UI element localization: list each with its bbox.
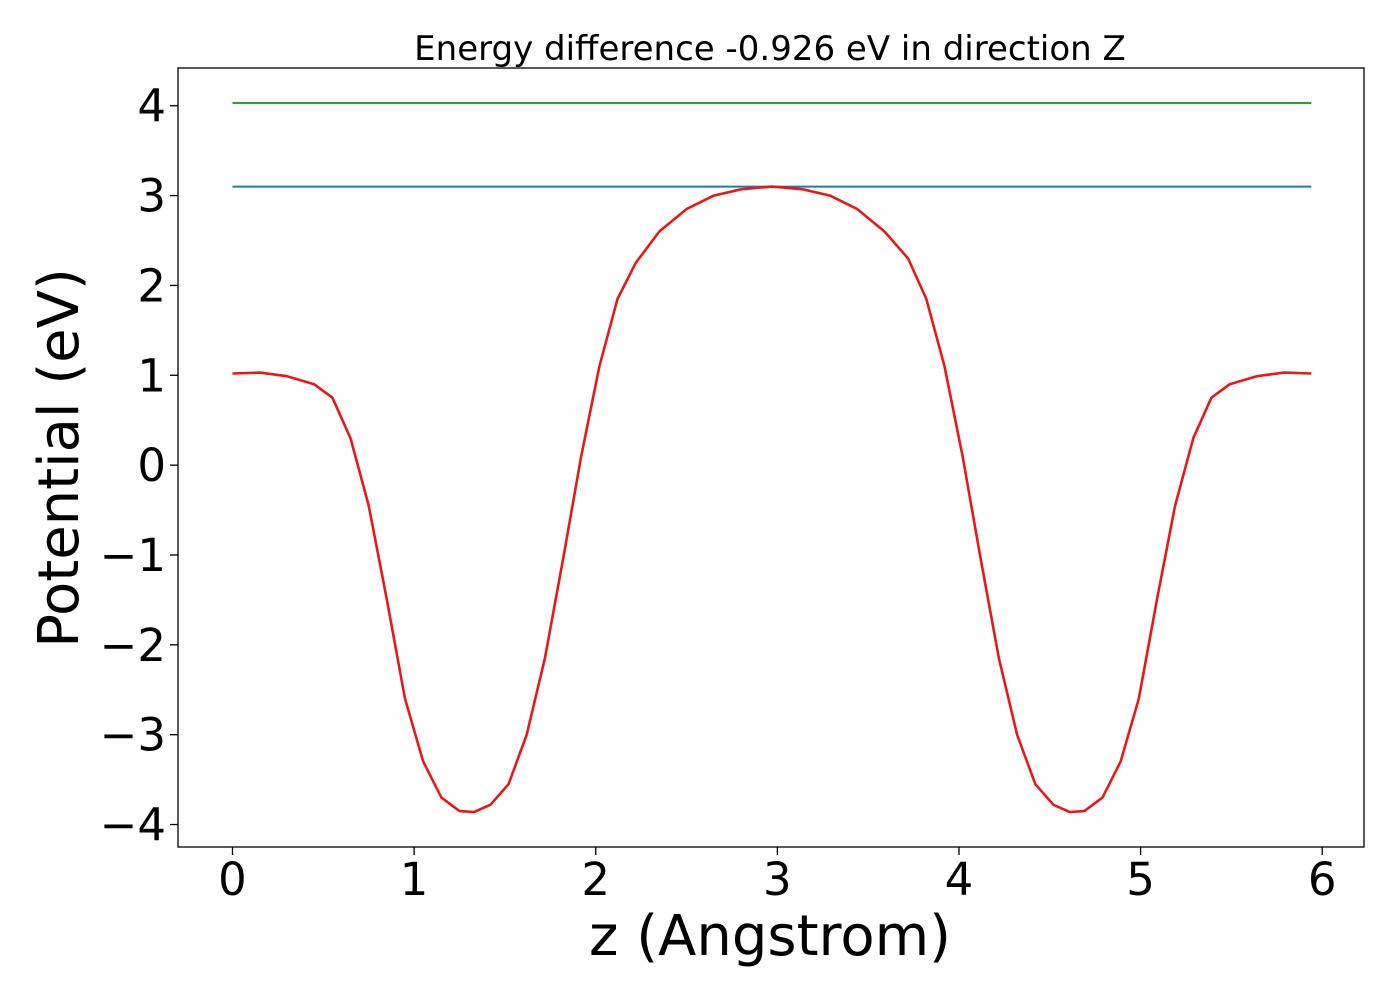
y-axis: 4 3 2 1 0 −1 −2 −3 −4: [100, 80, 178, 852]
x-tick-label: 5: [1126, 853, 1155, 906]
y-tick-label: −3: [100, 709, 166, 762]
y-tick-label: 3: [137, 170, 166, 223]
x-tick-label: 4: [945, 853, 974, 906]
plot-frame: [177, 67, 1365, 848]
x-tick-label: 1: [400, 853, 429, 906]
x-tick-label: 2: [581, 853, 610, 906]
y-tick-label: 1: [137, 349, 166, 402]
series-layer: [232, 102, 1312, 814]
x-axis: 0 1 2 3 4 5 6: [218, 847, 1337, 906]
x-tick-label: 3: [763, 853, 792, 906]
y-tick-label: −1: [100, 529, 166, 582]
y-tick-label: 4: [137, 80, 166, 133]
series-line-2: [232, 185, 1312, 814]
chart-title: Energy difference -0.926 eV in direction…: [414, 29, 1126, 69]
y-tick-label: 0: [137, 439, 166, 492]
y-tick-label: −4: [100, 799, 166, 852]
x-tick-label: 0: [218, 853, 247, 906]
y-axis-label: Potential (eV): [27, 268, 92, 648]
x-tick-label: 6: [1308, 853, 1337, 906]
y-tick-label: −2: [100, 619, 166, 672]
x-axis-label: z (Angstrom): [589, 904, 951, 969]
y-tick-label: 2: [137, 259, 166, 312]
